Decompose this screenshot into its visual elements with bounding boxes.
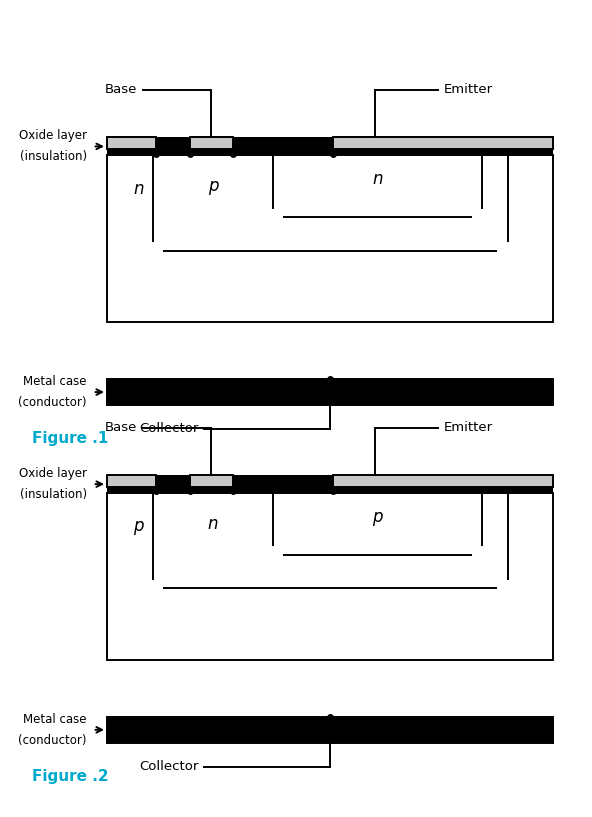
Bar [107, 155, 554, 322]
Text: Base: Base [105, 421, 137, 434]
Bar [190, 137, 233, 150]
Text: Oxide layer: Oxide layer [19, 467, 87, 480]
Text: Collector: Collector [139, 760, 198, 773]
Text: Base: Base [105, 83, 137, 96]
Text: p: p [372, 508, 382, 526]
Text: Metal case: Metal case [23, 375, 87, 388]
Bar [190, 475, 233, 487]
Bar [107, 379, 554, 405]
Bar [107, 717, 554, 743]
Text: Metal case: Metal case [23, 713, 87, 725]
Bar [107, 475, 156, 487]
Text: Collector: Collector [139, 422, 198, 435]
Bar [107, 717, 554, 743]
Bar [107, 137, 554, 155]
Text: p: p [133, 517, 144, 535]
Text: Figure .1: Figure .1 [33, 431, 109, 446]
Text: p: p [208, 177, 218, 195]
Bar [107, 137, 156, 150]
Text: Figure .2: Figure .2 [33, 769, 109, 784]
Text: (conductor): (conductor) [18, 734, 87, 747]
Text: Oxide layer: Oxide layer [19, 129, 87, 142]
Text: Emitter: Emitter [443, 83, 493, 96]
Text: Emitter: Emitter [443, 421, 493, 434]
Bar [107, 493, 554, 659]
Text: n: n [372, 170, 382, 188]
Bar [333, 475, 554, 487]
Bar [107, 379, 554, 405]
Text: (insulation): (insulation) [20, 488, 87, 501]
Text: (insulation): (insulation) [20, 150, 87, 163]
Bar [333, 137, 554, 150]
Text: (conductor): (conductor) [18, 396, 87, 409]
Text: n: n [133, 180, 144, 198]
Bar [107, 475, 554, 493]
Text: n: n [208, 515, 218, 533]
